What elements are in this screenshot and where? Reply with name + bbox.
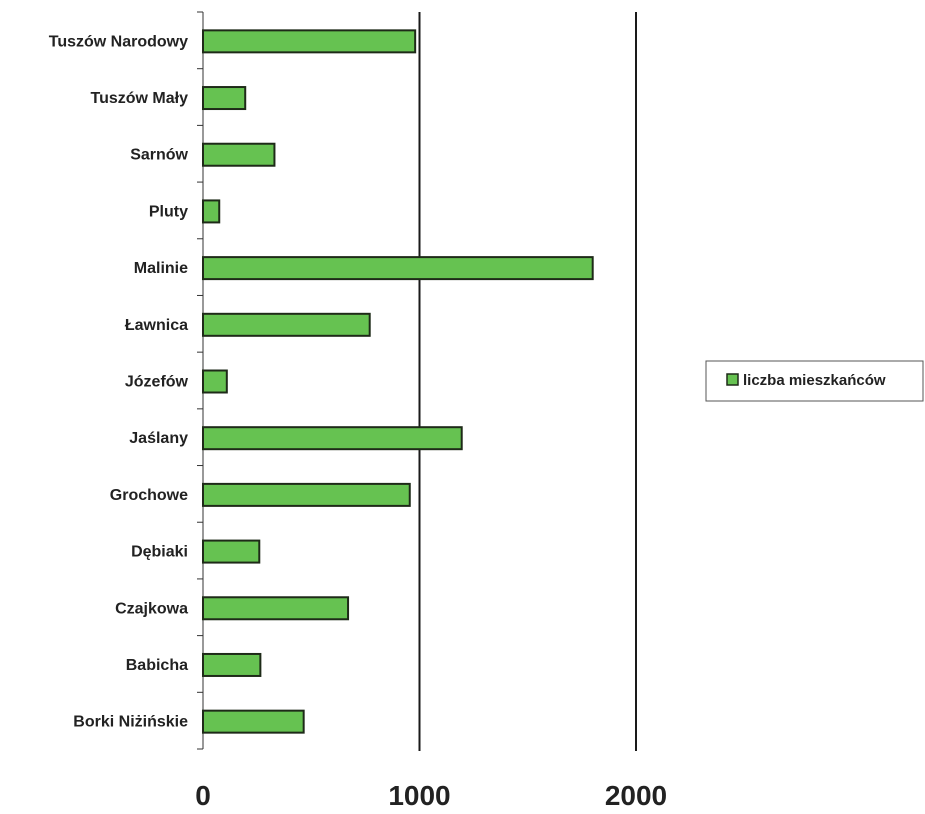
labels-layer: Tuszów Narodowy Tuszów Mały Sarnów Pluty Mal…	[49, 33, 667, 811]
legend: liczba mieszkańców	[705, 360, 924, 402]
category-label: Malinie	[134, 260, 188, 277]
bar-2	[202, 86, 247, 111]
bar-7	[202, 369, 228, 394]
category-label: Babicha	[126, 657, 188, 674]
bar-11	[202, 596, 350, 621]
category-label: Sarnów	[130, 147, 188, 164]
category-label: Tuszów Mały	[91, 90, 189, 107]
bar-1	[202, 29, 417, 54]
bar-5	[202, 256, 594, 281]
x-tick-label: 2000	[605, 780, 667, 809]
legend-swatch	[726, 373, 739, 386]
category-label: Pluty	[149, 203, 188, 220]
legend-label: liczba mieszkańców	[743, 372, 886, 389]
category-label: Tuszów Narodowy	[49, 33, 188, 50]
category-label: Józefów	[125, 374, 189, 391]
bar-8	[202, 426, 463, 451]
bar-6	[202, 312, 371, 337]
x-tick-label: 0	[195, 780, 211, 809]
legend-box	[705, 360, 924, 402]
category-label: Dębiaki	[131, 544, 188, 561]
bar-10	[202, 539, 261, 564]
bar-12	[202, 652, 262, 677]
bar-3	[202, 142, 276, 167]
category-label: Ławnica	[125, 317, 188, 334]
bar-9	[202, 482, 411, 507]
bars-layer	[202, 29, 594, 734]
category-label: Czajkowa	[115, 600, 188, 617]
grid-layer	[418, 12, 637, 751]
category-label: Jaślany	[129, 430, 188, 447]
category-label: Grochowe	[110, 487, 188, 504]
x-tick-label: 1000	[388, 780, 450, 809]
bar-13	[202, 709, 305, 734]
category-label: Borki Niżińskie	[73, 714, 188, 731]
bar-4	[202, 199, 221, 224]
